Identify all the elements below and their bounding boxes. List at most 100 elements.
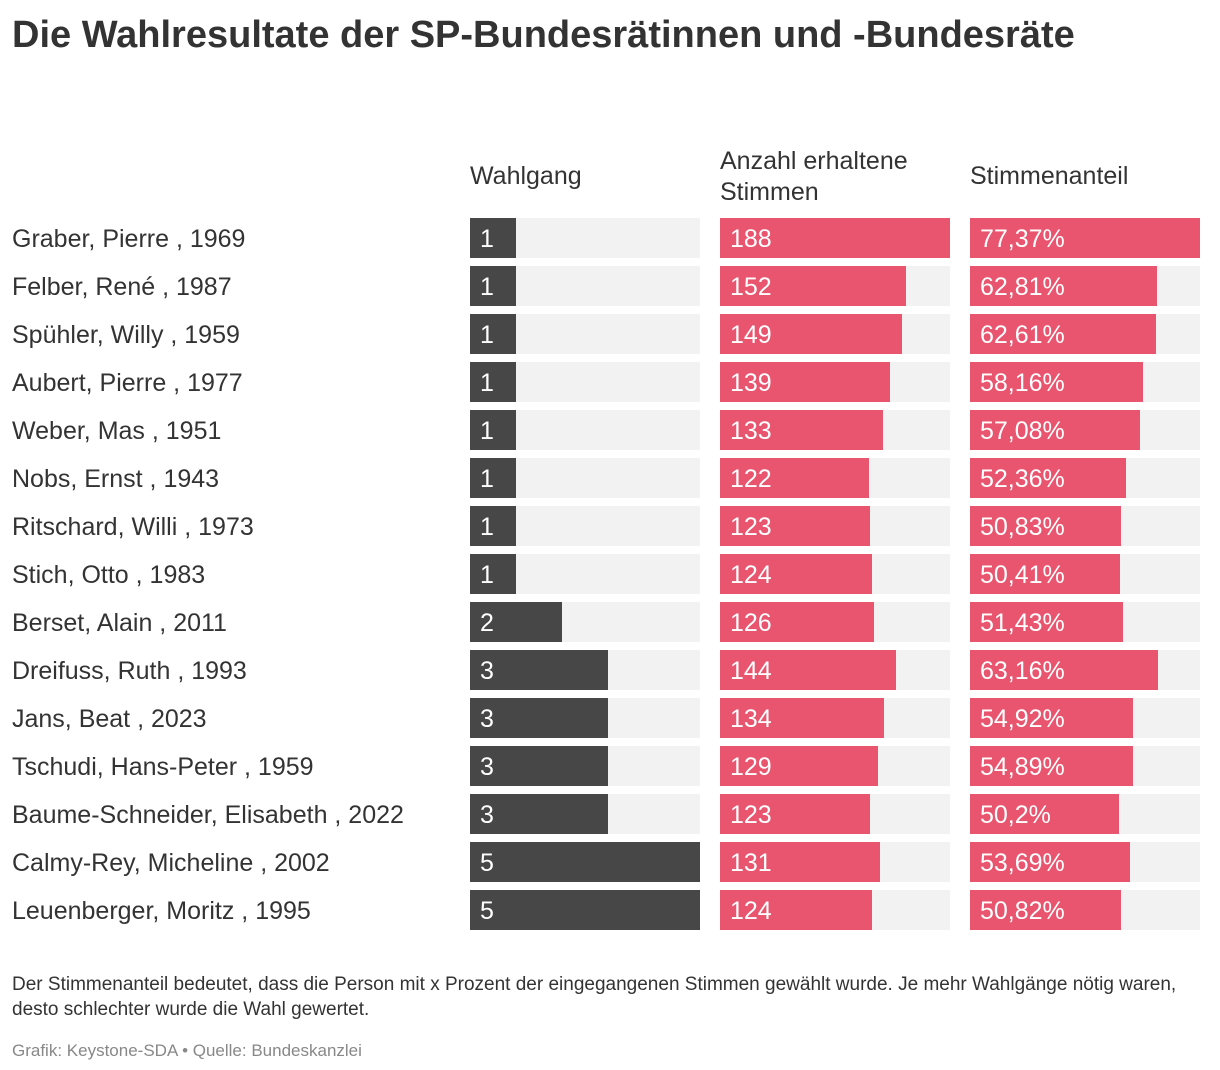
wahlgang-value-label: 1	[480, 321, 494, 349]
stimmenanteil-bar	[970, 314, 1156, 354]
row-label: Felber, René , 1987	[12, 273, 232, 301]
stimmenanteil-value-label: 58,16%	[980, 369, 1065, 397]
stimmen-bar	[720, 506, 870, 546]
chart-row: Tschudi, Hans-Peter , 1959 3 129 54,89%	[0, 746, 1220, 794]
row-label: Jans, Beat , 2023	[12, 705, 207, 733]
chart-row: Ritschard, Willi , 1973 1 123 50,83%	[0, 506, 1220, 554]
stimmen-value-label: 139	[730, 369, 772, 397]
stimmen-bar	[720, 362, 890, 402]
stimmen-bar	[720, 650, 896, 690]
stimmenanteil-value-label: 62,81%	[980, 273, 1065, 301]
wahlgang-value-label: 1	[480, 417, 494, 445]
wahlgang-bar	[470, 794, 608, 834]
stimmenanteil-bar-track: 51,43%	[970, 602, 1200, 642]
chart-rows: Graber, Pierre , 1969 1 188 77,37% Felber, R…	[0, 218, 1220, 938]
wahlgang-bar-track: 1	[470, 362, 700, 402]
wahlgang-bar	[470, 410, 516, 450]
stimmenanteil-bar	[970, 554, 1120, 594]
chart-row: Calmy-Rey, Micheline , 2002 5 131 53,69%	[0, 842, 1220, 890]
stimmenanteil-value-label: 54,92%	[980, 705, 1065, 733]
chart-row: Felber, René , 1987 1 152 62,81%	[0, 266, 1220, 314]
stimmen-value-label: 133	[730, 417, 772, 445]
stimmen-value-label: 124	[730, 897, 772, 925]
stimmenanteil-bar	[970, 218, 1200, 258]
wahlgang-bar	[470, 554, 516, 594]
wahlgang-bar	[470, 890, 700, 930]
wahlgang-bar-track: 3	[470, 698, 700, 738]
stimmen-value-label: 149	[730, 321, 772, 349]
wahlgang-bar-track: 1	[470, 218, 700, 258]
chart-row: Nobs, Ernst , 1943 1 122 52,36%	[0, 458, 1220, 506]
row-label: Stich, Otto , 1983	[12, 561, 206, 589]
chart-row: Aubert, Pierre , 1977 1 139 58,16%	[0, 362, 1220, 410]
wahlgang-value-label: 3	[480, 657, 494, 685]
stimmen-bar-track: 126	[720, 602, 950, 642]
row-label: Tschudi, Hans-Peter , 1959	[12, 753, 314, 781]
column-header-stimmenanteil: Stimmenanteil	[970, 162, 1129, 190]
stimmenanteil-value-label: 62,61%	[980, 321, 1065, 349]
stimmen-bar-track: 139	[720, 362, 950, 402]
stimmenanteil-bar	[970, 506, 1121, 546]
stimmen-bar-track: 123	[720, 794, 950, 834]
stimmenanteil-bar-track: 50,83%	[970, 506, 1200, 546]
stimmen-value-label: 144	[730, 657, 772, 685]
stimmen-bar-track: 131	[720, 842, 950, 882]
stimmenanteil-value-label: 50,2%	[980, 801, 1051, 829]
stimmenanteil-bar	[970, 650, 1158, 690]
stimmenanteil-value-label: 54,89%	[980, 753, 1065, 781]
stimmen-bar	[720, 266, 906, 306]
stimmenanteil-bar-track: 54,92%	[970, 698, 1200, 738]
wahlgang-bar-track: 3	[470, 746, 700, 786]
stimmenanteil-bar-track: 62,81%	[970, 266, 1200, 306]
stimmenanteil-bar	[970, 362, 1143, 402]
wahlgang-bar-track: 1	[470, 314, 700, 354]
wahlgang-value-label: 3	[480, 753, 494, 781]
stimmen-bar-track: 124	[720, 554, 950, 594]
wahlgang-bar-track: 1	[470, 410, 700, 450]
chart-row: Dreifuss, Ruth , 1993 3 144 63,16%	[0, 650, 1220, 698]
stimmenanteil-bar-track: 52,36%	[970, 458, 1200, 498]
stimmenanteil-bar	[970, 794, 1119, 834]
stimmenanteil-value-label: 63,16%	[980, 657, 1065, 685]
stimmen-bar-track: 124	[720, 890, 950, 930]
row-label: Leuenberger, Moritz , 1995	[12, 897, 311, 925]
wahlgang-bar	[470, 266, 516, 306]
stimmenanteil-bar-track: 77,37%	[970, 218, 1200, 258]
stimmenanteil-bar-track: 62,61%	[970, 314, 1200, 354]
wahlgang-bar-track: 5	[470, 890, 700, 930]
stimmen-value-label: 123	[730, 513, 772, 541]
wahlgang-value-label: 3	[480, 801, 494, 829]
stimmen-value-label: 134	[730, 705, 772, 733]
stimmen-bar-track: 123	[720, 506, 950, 546]
wahlgang-bar-track: 3	[470, 794, 700, 834]
stimmen-value-label: 131	[730, 849, 772, 877]
wahlgang-bar-track: 1	[470, 554, 700, 594]
chart-row: Weber, Mas , 1951 1 133 57,08%	[0, 410, 1220, 458]
row-label: Dreifuss, Ruth , 1993	[12, 657, 247, 685]
row-label: Aubert, Pierre , 1977	[12, 369, 243, 397]
column-header-stimmen: Anzahl erhaltene Stimmen	[720, 147, 908, 206]
wahlgang-bar	[470, 314, 516, 354]
stimmenanteil-value-label: 50,41%	[980, 561, 1065, 589]
stimmenanteil-bar	[970, 602, 1123, 642]
wahlgang-value-label: 1	[480, 513, 494, 541]
stimmenanteil-bar	[970, 410, 1140, 450]
stimmen-bar	[720, 794, 870, 834]
stimmen-bar	[720, 410, 883, 450]
stimmenanteil-bar-track: 54,89%	[970, 746, 1200, 786]
row-label: Ritschard, Willi , 1973	[12, 513, 254, 541]
chart-row: Graber, Pierre , 1969 1 188 77,37%	[0, 218, 1220, 266]
stimmen-bar	[720, 746, 878, 786]
chart-row: Jans, Beat , 2023 3 134 54,92%	[0, 698, 1220, 746]
stimmenanteil-bar-track: 50,2%	[970, 794, 1200, 834]
wahlgang-bar-track: 1	[470, 506, 700, 546]
stimmen-value-label: 126	[730, 609, 772, 637]
wahlgang-value-label: 5	[480, 897, 494, 925]
wahlgang-value-label: 1	[480, 369, 494, 397]
stimmenanteil-bar	[970, 458, 1126, 498]
stimmenanteil-value-label: 52,36%	[980, 465, 1065, 493]
wahlgang-bar	[470, 218, 516, 258]
wahlgang-bar	[470, 362, 516, 402]
wahlgang-value-label: 1	[480, 273, 494, 301]
stimmen-value-label: 129	[730, 753, 772, 781]
